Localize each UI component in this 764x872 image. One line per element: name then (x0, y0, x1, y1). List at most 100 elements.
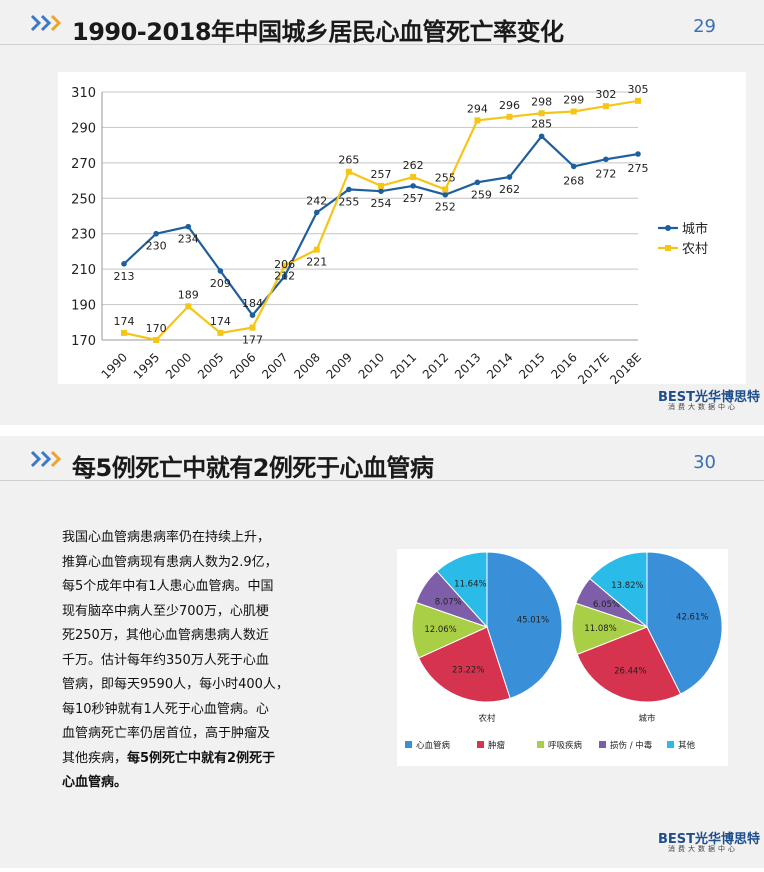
pie-title: 农村 (478, 713, 496, 724)
paragraph-line: 每5个成年中有1人患心血管病。中国 (62, 579, 274, 594)
x-tick-label: 1990 (99, 350, 130, 381)
data-label-rural: 299 (563, 93, 584, 106)
x-tick-label: 2014 (484, 350, 515, 381)
slide-1-logo: BEST光华博思特 消费大数据中心 (658, 386, 764, 416)
point-city (538, 133, 545, 140)
legend-swatch (667, 741, 674, 748)
x-tick-label: 1995 (131, 350, 162, 381)
data-label-city: 255 (338, 195, 359, 208)
pie-slice (418, 626, 511, 703)
paragraph-emphasis-end: 心血管病。 (62, 775, 128, 790)
data-label-city: 209 (210, 277, 231, 290)
x-tick-label: 2010 (356, 350, 387, 381)
paragraph-emphasis: 每5例死亡中就有2例死于 (127, 750, 276, 766)
slide-1: 1990-2018年中国城乡居民心血管死亡率变化 29 170 190 210 230… (0, 0, 764, 425)
slide-1-header: 1990-2018年中国城乡居民心血管死亡率变化 29 (0, 0, 764, 60)
y-tick-label: 230 (71, 228, 96, 243)
paragraph-line: 每10秒钟就有1人死于心血管病。心 (62, 701, 269, 717)
brand-b-icon: B (658, 832, 668, 847)
point-city (474, 179, 481, 186)
data-label-city: 230 (146, 240, 167, 253)
legend-swatch (599, 741, 606, 748)
data-label-city: 285 (531, 117, 552, 130)
data-label-city: 213 (114, 270, 135, 283)
point-city (635, 151, 641, 157)
slide-2-logo: BEST光华博思特 消费大数据中心 (658, 828, 764, 858)
point-city (121, 261, 127, 267)
legend-label: 农村 (682, 242, 708, 257)
point-rural (538, 110, 545, 117)
point-city (217, 268, 224, 274)
paragraph-lines: 我国心血管病患病率仍在持续上升， 推算心血管病现有患病人数为2.9亿， 每5个成年中… (62, 526, 312, 747)
pie-chart-panel: 45.01% 23.22% 12.06% 8.07% 11.64% 农村 42.61% 26.… (397, 549, 728, 766)
pie-charts: 45.01% 23.22% 12.06% 8.07% 11.64% 农村 42.61% 26.… (405, 551, 723, 751)
line-chart: 170 190 210 230 250 270 290 310 1990 1995 2000 2005… (71, 83, 708, 387)
legend-marker (665, 245, 671, 251)
x-tick-label: 2012 (420, 350, 451, 381)
data-label-rural: 294 (467, 102, 488, 115)
data-label-city: 242 (306, 194, 327, 207)
data-label-city: 262 (499, 183, 520, 196)
line-chart-panel: 170 190 210 230 250 270 290 310 1990 1995 2000 2005… (58, 72, 746, 387)
point-rural (345, 168, 352, 175)
point-rural (153, 337, 160, 343)
data-label-rural: 305 (628, 83, 649, 96)
x-tick-label: 2017E (575, 350, 612, 384)
paragraph-line: 管病，即每天9590人，每小时400人， (62, 677, 289, 692)
point-rural (249, 324, 256, 331)
slice-label: 45.01% (517, 616, 549, 626)
point-rural (281, 262, 288, 269)
x-tick-label: 2007 (259, 350, 290, 381)
paragraph-line-final: 心血管病。 (62, 771, 312, 796)
point-rural (506, 113, 513, 120)
point-city (442, 191, 449, 198)
legend-label: 城市 (682, 221, 708, 237)
x-tick-label: 2013 (452, 350, 483, 381)
body-paragraph: 我国心血管病患病率仍在持续上升， 推算心血管病现有患病人数为2.9亿， 每5个成年中… (62, 526, 312, 796)
point-city (185, 223, 192, 230)
legend-swatch (537, 741, 544, 748)
data-label-city: 234 (178, 233, 199, 246)
legend-label: 损伤 / 中毒 (610, 740, 653, 751)
slide-1-divider (0, 44, 764, 45)
x-tick-label: 2005 (195, 350, 226, 381)
data-label-city: 252 (435, 201, 456, 214)
data-label-city: 257 (403, 192, 424, 205)
brand-tagline: 消费大数据中心 (668, 403, 738, 411)
legend-swatch (477, 741, 484, 748)
x-tick-label: 2011 (388, 350, 419, 381)
point-rural (217, 329, 224, 336)
point-city (506, 174, 513, 180)
data-label-city: 275 (628, 162, 649, 175)
x-tick-label: 2015 (516, 350, 547, 381)
point-rural (410, 174, 417, 181)
y-tick-label: 310 (71, 86, 96, 101)
x-tick-label: 2006 (227, 350, 258, 381)
x-tick-label: 2000 (163, 350, 194, 381)
data-label-rural: 255 (435, 171, 456, 184)
data-label-rural: 302 (595, 88, 616, 101)
slice-label: 6.05% (593, 600, 620, 610)
slide-2-page-number: 30 (693, 452, 716, 473)
slice-label: 11.64% (454, 580, 486, 590)
data-label-rural: 174 (114, 315, 135, 328)
legend-label: 呼吸疾病 (548, 740, 583, 751)
data-label-rural: 221 (306, 256, 327, 269)
paragraph-text: 其他疾病， (62, 750, 128, 766)
data-label-rural: 265 (338, 154, 359, 167)
data-label-city: 184 (242, 297, 263, 310)
pie-title: 城市 (638, 713, 656, 724)
paragraph-line: 千万。估计每年约350万人死于心血 (62, 652, 269, 668)
paragraph-line: 现有脑卒中病人至少700万，心肌梗 (62, 603, 269, 619)
data-label-city: 206 (274, 258, 295, 271)
pie-slice (646, 551, 723, 695)
y-tick-label: 250 (71, 192, 96, 207)
data-label-rural: 174 (210, 315, 231, 328)
brand-logo-text: BEST光华博思特 (658, 828, 760, 847)
pie-slice (436, 551, 488, 629)
slide-2-title: 每5例死亡中就有2例死于心血管病 (72, 454, 434, 482)
y-tick-label: 170 (71, 334, 96, 349)
point-city (153, 230, 159, 237)
data-label-rural: 177 (242, 334, 263, 347)
chevrons-icon (30, 14, 62, 32)
